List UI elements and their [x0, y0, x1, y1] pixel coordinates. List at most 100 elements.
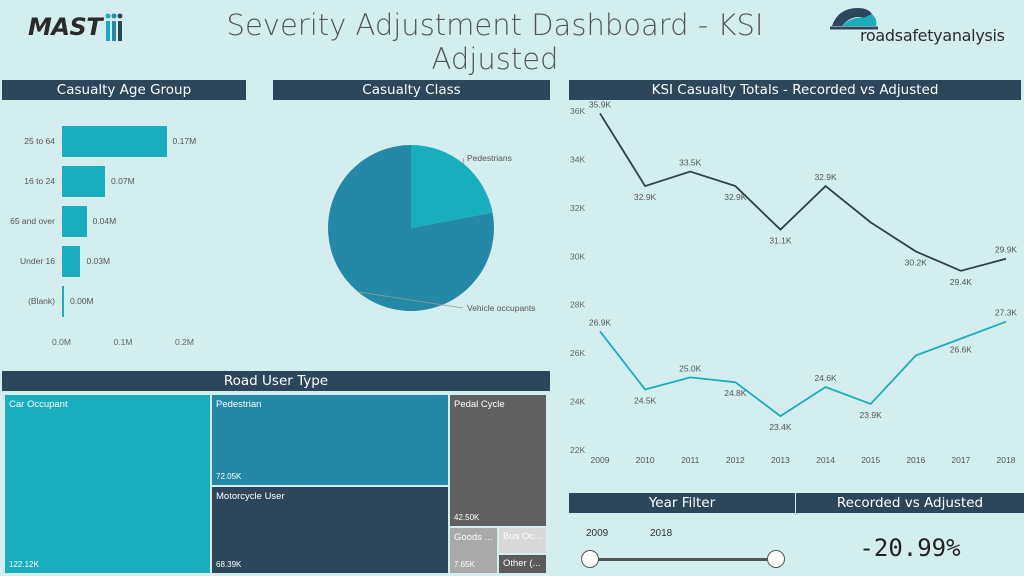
- age-bar[interactable]: [62, 246, 81, 277]
- treemap-tile-label: Goods ...: [454, 532, 493, 543]
- year-filter-title: Year Filter: [569, 493, 795, 513]
- age-bar-value-label: 0.17M: [172, 135, 197, 146]
- treemap-tile-label: Other (...: [503, 558, 541, 569]
- treemap-tile[interactable]: Bus Oc...: [499, 528, 546, 553]
- casualty-class-pie-chart: Pedestrians Vehicle occupants: [328, 145, 536, 313]
- age-bar-value-label: 0.00M: [70, 295, 94, 306]
- page-title: Severity Adjustment Dashboard - KSI Adju…: [226, 8, 764, 76]
- treemap-tile-label: Bus Oc...: [503, 531, 543, 542]
- line-y-tick: 32K: [570, 203, 585, 213]
- line-data-label: 29.9K: [995, 245, 1018, 255]
- age-axis-tick: 0.2M: [175, 337, 194, 347]
- line-data-label: 26.6K: [950, 345, 973, 355]
- road-logo-icon: [830, 8, 878, 30]
- age-axis-tick: 0.0M: [52, 337, 71, 347]
- line-y-tick: 28K: [570, 300, 585, 310]
- road-user-type-title: Road User Type: [2, 371, 550, 391]
- ksi-totals-title: KSI Casualty Totals - Recorded vs Adjust…: [569, 80, 1021, 100]
- age-category-label: (Blank): [28, 295, 55, 306]
- line-y-tick: 22K: [570, 445, 585, 455]
- line-y-tick: 34K: [570, 154, 585, 164]
- pie-slice-label: Pedestrians: [467, 153, 512, 163]
- treemap-tile-label: Pedal Cycle: [454, 399, 505, 410]
- header: MAST Severity Adjustment Dashboard - KSI…: [0, 0, 1024, 76]
- treemap-tile[interactable]: Other (...: [499, 555, 546, 573]
- age-bar[interactable]: [62, 126, 167, 157]
- age-bar[interactable]: [62, 166, 106, 197]
- treemap-tile[interactable]: Motorcycle User 68.39K: [212, 487, 448, 573]
- age-group-title: Casualty Age Group: [2, 80, 246, 100]
- roadsafetyanalysis-logo-text: roadsafetyanalysis: [860, 26, 1005, 45]
- ksi-line-chart: 22K 24K 26K 28K 30K 32K 34K 36K 2009 2010 2011 2012…: [570, 101, 1018, 465]
- adjusted-series-line[interactable]: [599, 112, 1007, 272]
- line-x-tick: 2010: [636, 455, 655, 465]
- treemap-tile-value: 42.50K: [454, 513, 480, 522]
- treemap-tile[interactable]: Pedal Cycle 42.50K: [450, 395, 546, 526]
- treemap-tile-value: 7.65K: [454, 560, 475, 569]
- mast-logo: MAST: [28, 12, 124, 42]
- line-data-label: 24.5K: [634, 395, 657, 405]
- treemap-tile-label: Motorcycle User: [216, 491, 285, 502]
- treemap-tile[interactable]: Goods ... 7.65K: [450, 528, 497, 573]
- line-data-label: 24.6K: [814, 373, 837, 383]
- treemap-tile-value: 122.12K: [9, 560, 39, 569]
- mast-logo-text: MAST: [28, 13, 103, 41]
- line-data-label: 32.9K: [724, 192, 747, 202]
- line-x-tick: 2018: [997, 455, 1016, 465]
- age-category-label: 65 and over: [10, 215, 55, 226]
- pie-slice[interactable]: [411, 145, 493, 228]
- year-filter-start: 2009: [586, 528, 609, 539]
- pie-leader-line: [462, 157, 465, 165]
- pie-leader-line: [358, 291, 464, 309]
- casualty-class-title: Casualty Class: [273, 80, 550, 100]
- line-x-tick: 2016: [906, 455, 925, 465]
- age-category-label: 25 to 64: [24, 135, 55, 146]
- mast-logo-icon: [105, 13, 123, 41]
- line-data-label: 23.9K: [860, 410, 883, 420]
- line-y-tick: 36K: [570, 106, 585, 116]
- age-category-label: Under 16: [20, 255, 55, 266]
- line-y-tick: 26K: [570, 348, 585, 358]
- line-data-label: 26.9K: [589, 317, 612, 327]
- line-x-tick: 2015: [861, 455, 880, 465]
- treemap-tile[interactable]: Pedestrian 72.05K: [212, 395, 448, 485]
- line-x-tick: 2012: [726, 455, 745, 465]
- line-data-label: 24.8K: [724, 388, 747, 398]
- recorded-vs-adjusted-value: -20.99%: [859, 534, 961, 562]
- treemap-tile-value: 72.05K: [216, 472, 242, 481]
- treemap-tile[interactable]: Car Occupant 122.12K: [5, 395, 210, 573]
- age-bar[interactable]: [62, 286, 64, 317]
- year-slider-end-handle[interactable]: [767, 550, 785, 568]
- line-data-label: 23.4K: [769, 422, 792, 432]
- line-data-label: 31.1K: [769, 236, 792, 246]
- recorded-vs-adjusted-title: Recorded vs Adjusted: [796, 493, 1024, 513]
- treemap-tile-value: 68.39K: [216, 560, 242, 569]
- age-bar[interactable]: [62, 206, 87, 237]
- year-slider-track[interactable]: [590, 558, 776, 561]
- age-bar-value-label: 0.03M: [86, 255, 111, 266]
- line-data-label: 30.2K: [905, 257, 928, 267]
- pie-slice-label: Vehicle occupants: [467, 303, 536, 313]
- line-data-label: 27.3K: [995, 308, 1018, 318]
- year-filter-end: 2018: [650, 528, 673, 539]
- line-data-label: 25.0K: [679, 363, 702, 373]
- line-data-label: 35.9K: [589, 101, 612, 109]
- line-x-tick: 2014: [816, 455, 835, 465]
- age-axis-tick: 0.1M: [113, 337, 133, 347]
- age-bar-value-label: 0.07M: [111, 175, 135, 186]
- year-slider-start-handle[interactable]: [581, 550, 599, 568]
- pie-slice[interactable]: [328, 145, 494, 311]
- line-x-tick: 2017: [951, 455, 970, 465]
- line-y-tick: 24K: [570, 397, 585, 407]
- line-data-label: 33.5K: [679, 158, 702, 168]
- line-x-tick: 2013: [771, 455, 790, 465]
- line-x-tick: 2009: [591, 455, 610, 465]
- line-data-label: 29.4K: [950, 277, 973, 287]
- line-x-tick: 2011: [681, 455, 700, 465]
- line-data-label: 32.9K: [814, 172, 837, 182]
- roadsafetyanalysis-logo: roadsafetyanalysis: [828, 4, 1018, 48]
- recorded-series-line[interactable]: [599, 320, 1007, 418]
- age-category-label: 16 to 24: [24, 175, 55, 186]
- age-bar-value-label: 0.04M: [92, 215, 117, 226]
- treemap-tile-label: Pedestrian: [216, 399, 262, 410]
